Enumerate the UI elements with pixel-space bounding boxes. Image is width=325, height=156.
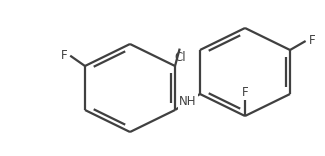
Text: F: F — [309, 34, 315, 47]
Text: Cl: Cl — [174, 51, 186, 64]
Text: F: F — [242, 86, 248, 99]
Text: F: F — [60, 49, 67, 62]
Text: NH: NH — [179, 95, 197, 108]
